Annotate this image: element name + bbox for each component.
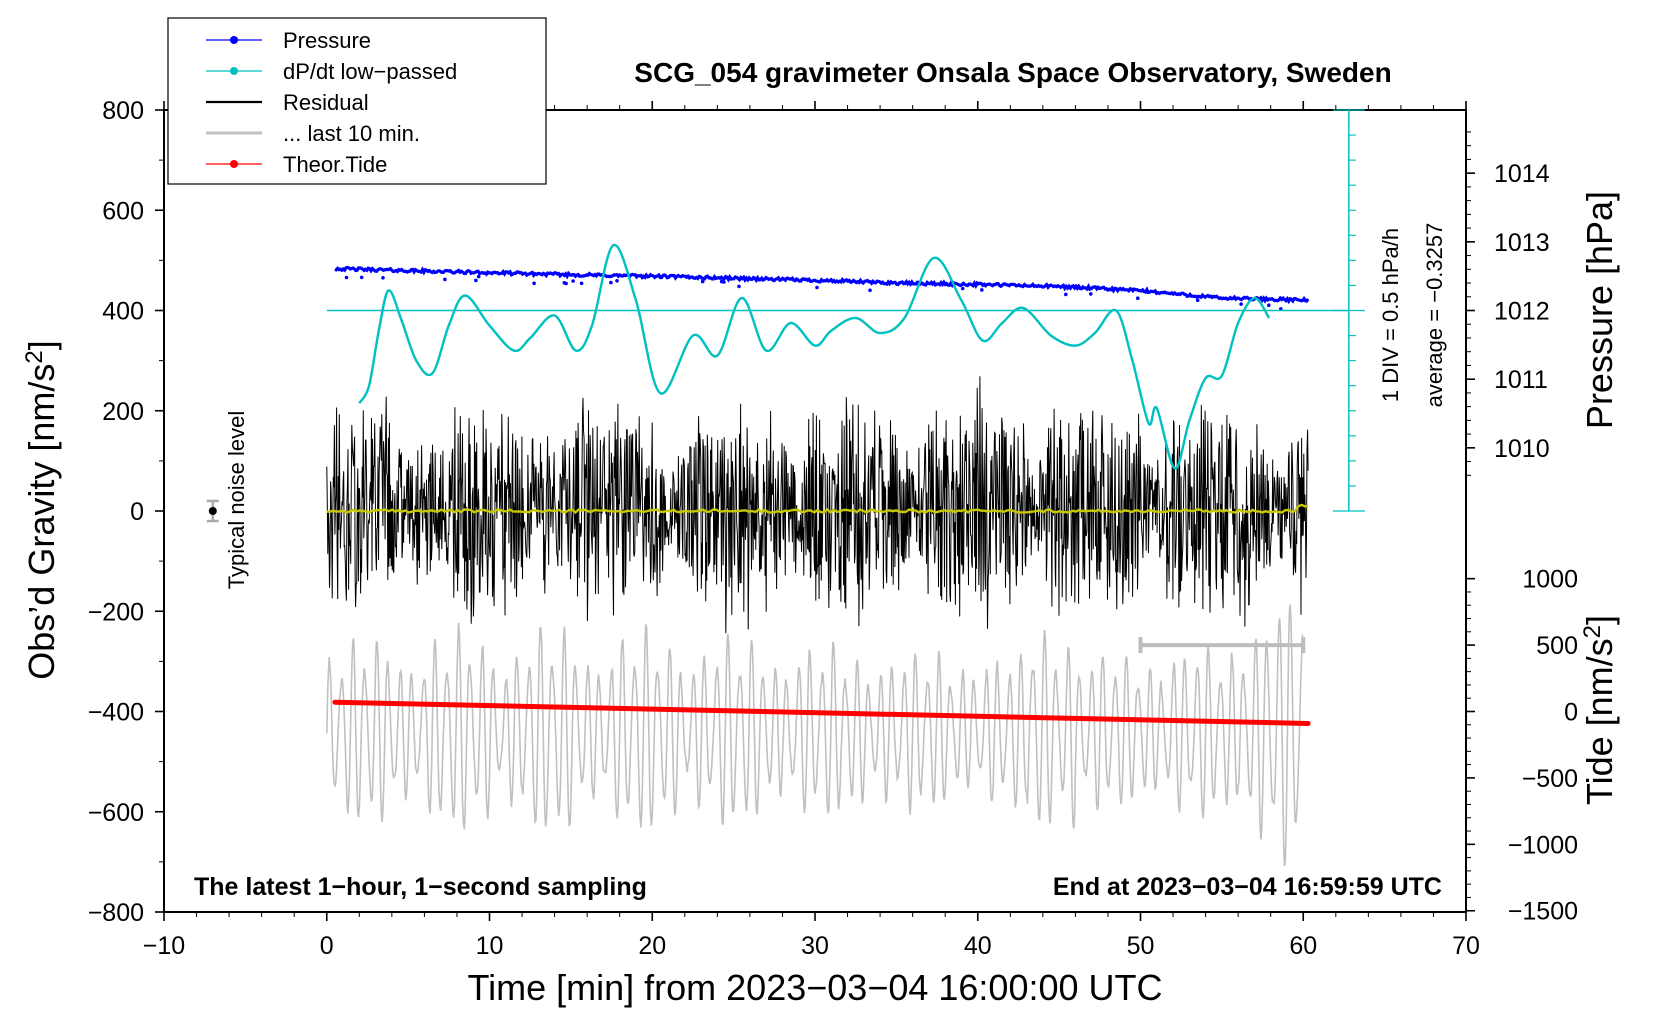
pressure-axis-label: Pressure [hPa] (1579, 191, 1620, 429)
x-tick-label: 70 (1452, 932, 1480, 960)
y-tick-label: 800 (102, 97, 144, 125)
dpdt-scale-label: 1 DIV = 0.5 hPa/h (1378, 228, 1403, 402)
pressure-point (1195, 298, 1200, 303)
pressure-point (1089, 292, 1093, 296)
noise-level-label: Typical noise level (224, 411, 249, 590)
tide-series-line (332, 699, 1311, 726)
sampling-note: The latest 1−hour, 1−second sampling (194, 873, 647, 901)
pressure-point (381, 276, 385, 280)
tide-axis-label-superscript: 2 (1579, 625, 1606, 638)
y-tick-label: −800 (88, 899, 144, 927)
x-tick-label: −10 (143, 932, 185, 960)
pressure-point (700, 279, 705, 284)
tide-axis-label: Tide [nm/s2] (1579, 615, 1620, 805)
y-tick-label: −400 (88, 699, 144, 727)
y-tick-label: −600 (88, 799, 144, 827)
x-tick-label: 0 (320, 932, 334, 960)
y-tick-label: 200 (102, 398, 144, 426)
series-layer (206, 109, 1365, 866)
residual-smoothed-line (326, 503, 1309, 515)
pressure-point (960, 286, 965, 291)
noise-marker (208, 507, 217, 515)
legend-label: Theor.Tide (283, 152, 387, 177)
pressure-tick-label: 1010 (1494, 435, 1550, 463)
legend-marker (230, 160, 238, 168)
legend-label: Pressure (283, 28, 371, 53)
pressure-point (1267, 303, 1271, 308)
legend: Pressure dP/dt low−passed Residual ... last… (167, 17, 547, 185)
x-axis-label: Time [min] from 2023−03−04 16:00:00 UTC (467, 967, 1162, 1008)
pressure-point (443, 277, 447, 282)
tide-tick-label: 500 (1536, 632, 1578, 660)
y-tick-label: 400 (102, 298, 144, 326)
pressure-point (1136, 296, 1140, 301)
pressure-point (615, 279, 619, 283)
pressure-point (868, 288, 872, 293)
pressure-point (571, 279, 575, 283)
pressure-point (532, 281, 536, 286)
pressure-point (344, 275, 349, 280)
tide-tick-label: 1000 (1522, 566, 1578, 594)
pressure-tick-label: 1012 (1494, 298, 1550, 326)
tide-tick-label: −1500 (1508, 898, 1578, 926)
pressure-point (980, 288, 984, 292)
pressure-point (564, 281, 568, 286)
tide-tick-label: −500 (1522, 765, 1578, 793)
x-tick-label: 60 (1289, 932, 1317, 960)
dpdt-average-label: average = −0.3257 (1422, 223, 1447, 408)
y-tick-label: 0 (130, 498, 144, 526)
y-tick-label: 600 (102, 197, 144, 225)
pressure-tick-label: 1013 (1494, 229, 1550, 257)
last10-series-line (326, 604, 1304, 866)
x-tick-label: 10 (476, 932, 504, 960)
pressure-tick-label: 1011 (1494, 366, 1548, 394)
y-axis-label-superscript: 2 (21, 350, 48, 363)
residual-series-line (326, 376, 1309, 634)
legend-marker (230, 36, 238, 44)
dpdt-series-line (358, 244, 1271, 470)
tide-tick-label: 0 (1564, 699, 1578, 727)
pressure-point (1239, 302, 1243, 306)
chart-title: SCG_054 gravimeter Onsala Space Observat… (634, 57, 1391, 88)
end-time-note: End at 2023−03−04 16:59:59 UTC (1053, 873, 1442, 901)
pressure-point (815, 285, 819, 290)
x-tick-label: 40 (964, 932, 992, 960)
pressure-point (476, 274, 481, 279)
axis-layer: −10 0 10 20 30 40 50 60 70 −800 −600 −400 −200 0 200 40… (88, 97, 1578, 960)
tide-tick-label: −1000 (1508, 831, 1578, 859)
y-axis-label: Obs’d Gravity [nm/s2] (21, 340, 62, 679)
pressure-point (609, 280, 613, 285)
pressure-point (359, 275, 364, 280)
pressure-point (579, 281, 584, 286)
pressure-point (737, 284, 741, 289)
pressure-point (1064, 292, 1068, 297)
y-tick-label: −200 (88, 598, 144, 626)
x-tick-label: 30 (801, 932, 829, 960)
legend-label: dP/dt low−passed (283, 59, 457, 84)
pressure-series-line (334, 265, 1310, 305)
legend-marker (230, 67, 238, 75)
pressure-tick-label: 1014 (1494, 160, 1550, 188)
legend-label: ... last 10 min. (283, 121, 420, 146)
legend-label: Residual (283, 90, 369, 115)
x-tick-label: 50 (1127, 932, 1155, 960)
pressure-point (474, 278, 478, 283)
pressure-point (719, 279, 724, 284)
x-tick-label: 20 (638, 932, 666, 960)
